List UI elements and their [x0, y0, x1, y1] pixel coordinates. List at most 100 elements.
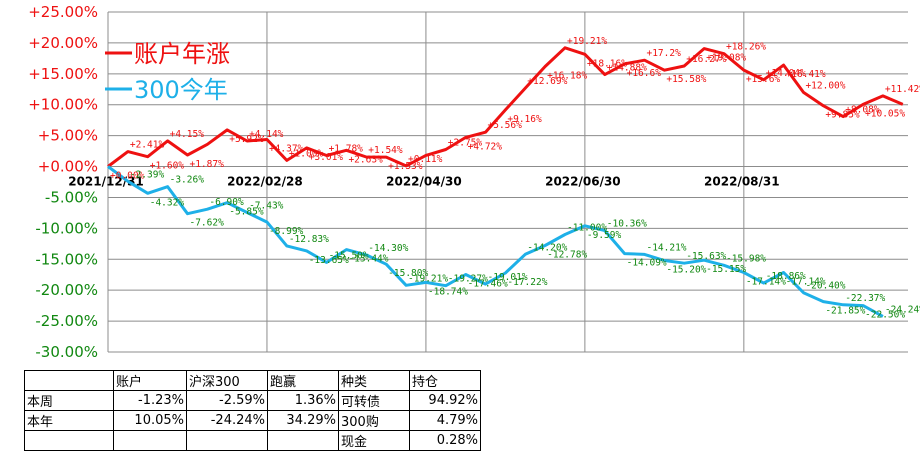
x-tick-label: 2022/02/28 — [227, 175, 303, 189]
data-label: -7.62% — [189, 218, 224, 229]
series-line-account — [107, 46, 904, 168]
summary-table: 账户 沪深300 跑赢 种类 持仓 本周 -1.23% -2.59% 1.36%… — [24, 370, 481, 451]
data-label: -3.26% — [170, 175, 205, 186]
table-cell: 1.36% — [267, 390, 339, 411]
data-label: +17.2% — [646, 48, 681, 59]
data-label: -15.98% — [726, 253, 766, 264]
line-chart: -30.00% -25.00% -20.00% -15.00% -10.00% -5.00… — [0, 0, 920, 362]
data-label: -19.01% — [488, 272, 528, 283]
x-tick-label: 2022/04/30 — [386, 175, 462, 189]
data-label: -7.43% — [249, 200, 284, 211]
data-label: -17.22% — [507, 277, 547, 288]
data-label: -12.78% — [547, 250, 587, 261]
y-tick-label: +10.00% — [28, 96, 98, 114]
data-label: -2.39% — [130, 169, 165, 180]
table-cell: 34.29% — [267, 410, 339, 431]
table-cell: 本年 — [24, 410, 114, 431]
data-label: +15.58% — [666, 74, 706, 85]
data-label: +9.85% — [825, 110, 860, 121]
data-label: -5.85% — [229, 207, 264, 218]
table-cell — [267, 430, 339, 451]
legend-label-account: 账户年涨 — [134, 40, 230, 68]
data-label: +14.04% — [766, 68, 806, 79]
data-label: +4.14% — [249, 129, 284, 140]
data-label: +19.21% — [567, 36, 607, 47]
data-label: +5.56% — [488, 120, 523, 131]
data-label: +1.60% — [150, 161, 185, 172]
plot-background — [0, 0, 920, 362]
data-label: -14.21% — [646, 242, 686, 253]
table-cell — [186, 430, 268, 451]
data-label: +19.08% — [706, 53, 746, 64]
data-label: +2.41% — [130, 140, 165, 151]
data-label: -14.20% — [527, 242, 567, 253]
x-tick-label: 2022/06/30 — [545, 175, 621, 189]
data-label: +3.01% — [309, 152, 344, 163]
data-label: +1.00% — [289, 148, 324, 159]
data-label: +4.37% — [269, 144, 304, 155]
y-tick-label: +20.00% — [28, 34, 98, 52]
data-labels: +0.00% +2.41% +1.60% +4.15% +1.87% +5.92%+4.1… — [110, 36, 920, 321]
x-axis: 2021/12/31 2022/02/28 2022/04/30 2022/06/30… — [68, 175, 779, 189]
y-tick-label: -10.00% — [35, 219, 98, 237]
y-tick-label: +25.00% — [28, 3, 98, 21]
table-row: 本年 10.05% -24.24% 34.29% 300购 4.79% — [24, 410, 481, 431]
table-cell: 现金 — [338, 430, 410, 451]
data-label: -24.24% — [885, 304, 920, 315]
table-row: 现金 0.28% — [24, 430, 481, 451]
data-label: +12.69% — [527, 76, 567, 87]
data-label: +11.42% — [885, 84, 920, 95]
grid-lines — [107, 11, 908, 353]
table-cell: -1.23% — [113, 390, 187, 411]
y-tick-label: -25.00% — [35, 312, 98, 330]
table-header-cell: 种类 — [338, 370, 410, 391]
data-label: -15.63% — [686, 251, 726, 262]
data-label: -17.14% — [746, 277, 786, 288]
data-label: +1.78% — [329, 144, 364, 155]
y-tick-label: -20.00% — [35, 281, 98, 299]
data-label: -12.83% — [289, 234, 329, 245]
y-axis: -30.00% -25.00% -20.00% -15.00% -10.00% -5.00… — [28, 3, 98, 361]
y-tick-label: +15.00% — [28, 65, 98, 83]
data-label: -13.44% — [348, 254, 388, 265]
legend: 账户年涨 300今年 — [105, 40, 230, 104]
data-label: -15.15% — [706, 264, 746, 275]
table-header-cell: 沪深300 — [186, 370, 268, 391]
data-label: -17.46% — [468, 278, 508, 289]
y-tick-label: +0.00% — [38, 158, 98, 176]
data-label: -15.80% — [388, 268, 428, 279]
table-cell: 10.05% — [113, 410, 187, 431]
data-label: +1.53% — [388, 161, 423, 172]
table-cell: 可转债 — [338, 390, 410, 411]
data-label: +4.15% — [170, 129, 205, 140]
data-label: +9.16% — [507, 114, 542, 125]
data-label: -15.20% — [666, 265, 706, 276]
table-header-cell: 账户 — [113, 370, 187, 391]
series-group — [107, 46, 904, 318]
y-tick-label: +5.00% — [38, 127, 98, 145]
data-label: +0.00% — [110, 171, 145, 182]
data-label: +14.88% — [607, 63, 647, 74]
data-label: -14.09% — [627, 258, 667, 269]
y-tick-label: -30.00% — [35, 343, 98, 361]
table-header-cell: 持仓 — [409, 370, 481, 391]
y-tick-label: -5.00% — [45, 188, 98, 206]
data-label: -22.37% — [845, 293, 885, 304]
data-label: +16.41% — [786, 69, 826, 80]
data-label: -13.65% — [309, 255, 349, 266]
data-label: +18.16% — [587, 58, 627, 69]
data-label: +16.27% — [686, 54, 726, 65]
table-row: 本周 -1.23% -2.59% 1.36% 可转债 94.92% — [24, 390, 481, 411]
data-label: +16.18% — [547, 71, 587, 82]
data-label: -21.85% — [825, 306, 865, 317]
data-label: -6.90% — [209, 197, 244, 208]
data-label: +1.87% — [189, 159, 224, 170]
data-label: +2.63% — [348, 154, 383, 165]
data-label: -11.00% — [567, 223, 607, 234]
data-label: -19.21% — [408, 273, 448, 284]
data-label: +4.72% — [468, 141, 503, 152]
table-cell: 300购 — [338, 410, 410, 431]
data-label: +18.26% — [726, 42, 766, 53]
data-label: +5.92% — [229, 134, 264, 145]
table-cell — [24, 430, 114, 451]
